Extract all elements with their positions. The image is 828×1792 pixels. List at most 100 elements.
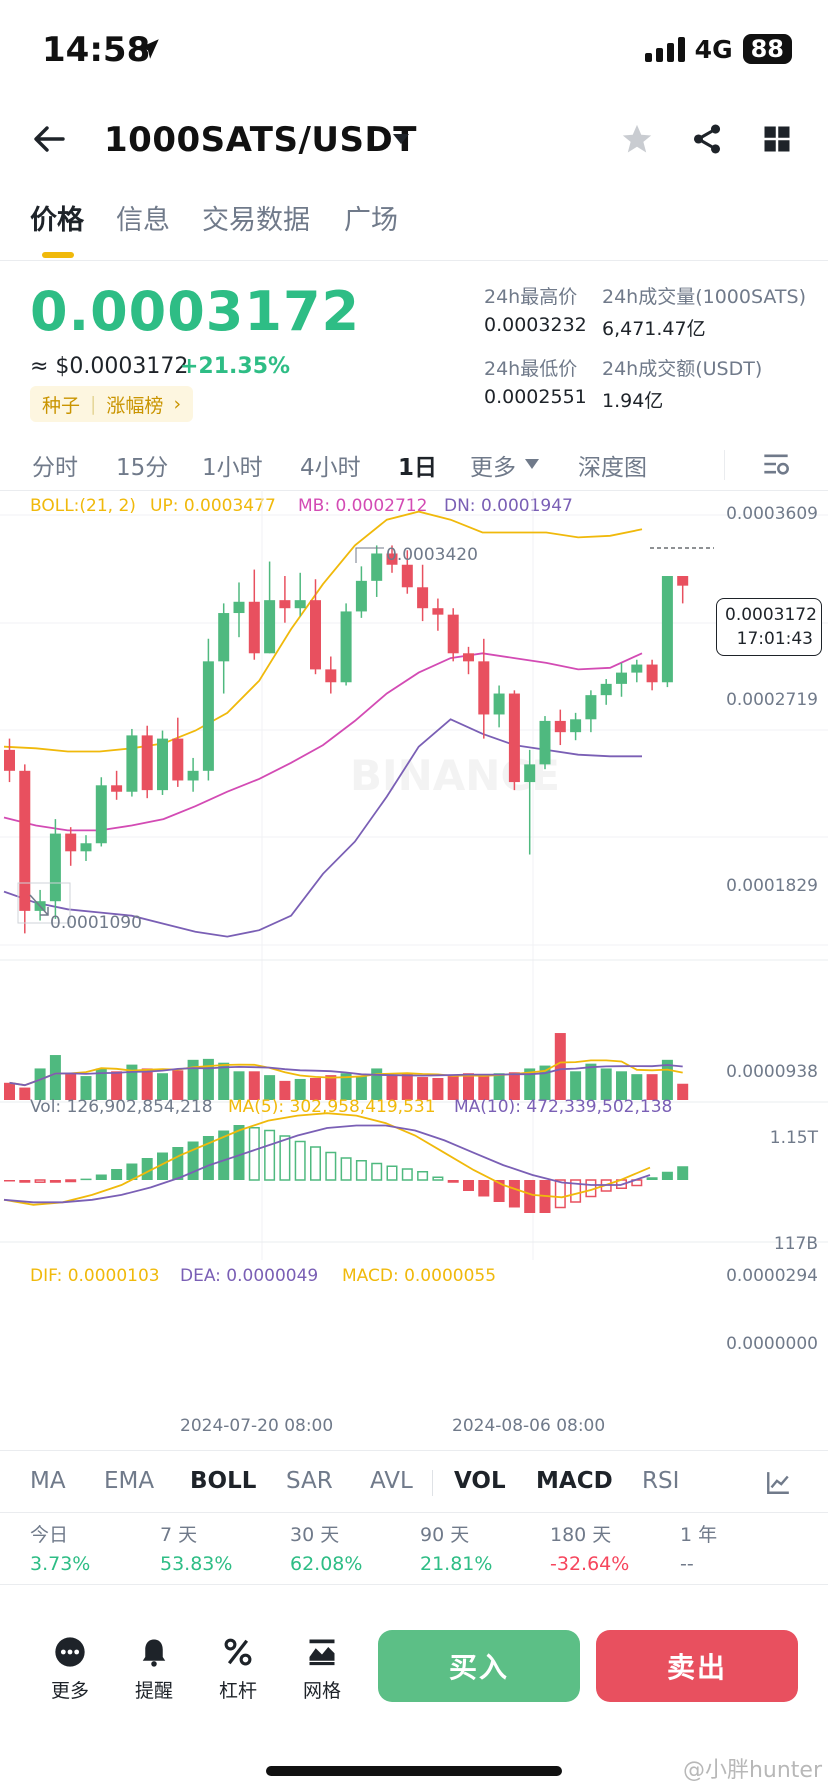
perf-item: 1 年 -- [680, 1520, 717, 1575]
macd-bar [187, 1141, 199, 1180]
macd-bar [4, 1180, 15, 1182]
pair-title[interactable]: 1000SATS/USDT [104, 120, 417, 160]
macd-dea: DEA: 0.0000049 [180, 1266, 319, 1286]
boll-label: BOLL:(21, 2) [30, 496, 136, 516]
layout-grid-icon[interactable] [762, 124, 792, 154]
interval-1h[interactable]: 1小时 [202, 455, 263, 481]
macd-bar [325, 1151, 337, 1181]
macd-histogram [4, 1125, 689, 1213]
volume-bar [386, 1075, 398, 1100]
amt-label: 24h成交额(USDT) [602, 358, 763, 380]
tag-seed[interactable]: 种子 [42, 394, 81, 417]
share-icon[interactable] [690, 122, 724, 156]
macd-lines [3, 1112, 651, 1206]
indicator-settings-icon[interactable] [764, 1470, 792, 1496]
volume-bar [585, 1063, 597, 1100]
interval-more[interactable]: 更多 [470, 455, 516, 481]
vol-axis-bottom: 117B [773, 1234, 818, 1254]
macd-bar [417, 1171, 429, 1181]
volume-bar [447, 1076, 459, 1100]
perf-label: 今日 [30, 1524, 69, 1546]
chart-area[interactable]: BINANCE 0.0003420 0.0001090 [0, 490, 828, 1490]
indicator-rsi[interactable]: RSI [642, 1468, 680, 1494]
interval-time[interactable]: 分时 [32, 455, 78, 481]
volume-bar [233, 1071, 245, 1100]
macd-bar [65, 1179, 77, 1183]
price-change: +21.35% [180, 354, 291, 379]
margin-button[interactable]: 杠杆 [208, 1632, 268, 1703]
candle [340, 611, 352, 683]
more-button[interactable]: 更多 [40, 1632, 100, 1703]
last-price-tag: 0.0003172 17:01:43 [716, 598, 822, 656]
candle [233, 601, 245, 614]
perf-value: 3.73% [30, 1553, 91, 1575]
volume-bar [600, 1068, 612, 1100]
candle [325, 669, 337, 683]
indicator-boll[interactable]: BOLL [190, 1468, 257, 1494]
tag-box[interactable]: 种子 | 涨幅榜 › [30, 386, 194, 422]
macd-bar [463, 1180, 474, 1191]
low-marker: 0.0001090 [50, 913, 142, 933]
volume-bar [65, 1073, 77, 1100]
indicator-ma[interactable]: MA [30, 1468, 66, 1494]
home-indicator[interactable] [266, 1766, 562, 1776]
tab-info[interactable]: 信息 [116, 205, 170, 236]
chart-settings-icon[interactable] [762, 450, 790, 478]
indicator-vol[interactable]: VOL [454, 1468, 506, 1494]
volume-bar [202, 1058, 214, 1100]
caret-down-icon[interactable] [392, 132, 410, 146]
candle [570, 719, 582, 733]
vol-axis-top: 1.15T [769, 1128, 818, 1148]
divider [0, 490, 828, 491]
divider [0, 1584, 828, 1585]
perf-item: 180 天 -32.64% [550, 1520, 629, 1575]
indicator-macd[interactable]: MACD [536, 1468, 613, 1494]
perf-label: 90 天 [420, 1524, 470, 1546]
macd-value: MACD: 0.0000055 [342, 1266, 497, 1286]
sell-button[interactable]: 卖出 [596, 1630, 798, 1702]
grid-bot-icon [309, 1639, 335, 1666]
alert-button[interactable]: 提醒 [124, 1632, 184, 1703]
candle [600, 683, 612, 696]
tab-square[interactable]: 广场 [344, 205, 398, 236]
low-marker-arrow-icon [29, 894, 49, 916]
caret-down-icon[interactable] [524, 458, 540, 470]
candle [172, 738, 184, 781]
volume-bar [157, 1073, 168, 1100]
volume-bar [126, 1064, 138, 1100]
tab-price[interactable]: 价格 [30, 205, 84, 236]
perf-item: 30 天 62.08% [290, 1520, 362, 1575]
macd-bar [80, 1178, 92, 1181]
indicator-sar[interactable]: SAR [286, 1468, 333, 1494]
macd-bar [570, 1179, 582, 1203]
amt-value: 1.94亿 [602, 390, 664, 412]
candle [4, 749, 15, 771]
status-bar: 14:58 4G 88 [0, 0, 828, 100]
macd-dif-line [3, 1112, 651, 1206]
volume-bar [661, 1059, 673, 1100]
indicator-avl[interactable]: AVL [370, 1468, 413, 1494]
vol-value: 6,471.47亿 [602, 318, 706, 340]
interval-1d[interactable]: 1日 [398, 455, 438, 481]
tag-gainers[interactable]: 涨幅榜 [106, 394, 164, 417]
indicator-ema[interactable]: EMA [104, 1468, 155, 1494]
buy-button[interactable]: 买入 [378, 1630, 580, 1702]
grid-button[interactable]: 网格 [292, 1632, 352, 1703]
perf-label: 180 天 [550, 1524, 612, 1546]
interval-depth[interactable]: 深度图 [578, 455, 647, 481]
high-value: 0.0003232 [484, 314, 587, 336]
candle [279, 600, 291, 609]
interval-4h[interactable]: 4小时 [300, 455, 361, 481]
divider [724, 450, 725, 480]
volume-bar [19, 1087, 31, 1100]
star-icon[interactable] [620, 122, 654, 156]
interval-15m[interactable]: 15分 [116, 455, 169, 481]
date-label: 2024-07-20 08:00 [180, 1416, 334, 1436]
tab-trading-data[interactable]: 交易数据 [202, 205, 310, 236]
back-arrow-icon[interactable] [32, 124, 66, 154]
volume-bar [463, 1073, 474, 1100]
vol-ma10-line [9, 1064, 683, 1087]
margin-label: 杠杆 [218, 1680, 257, 1702]
macd-bar [294, 1140, 306, 1181]
low-value: 0.0002551 [484, 386, 587, 408]
